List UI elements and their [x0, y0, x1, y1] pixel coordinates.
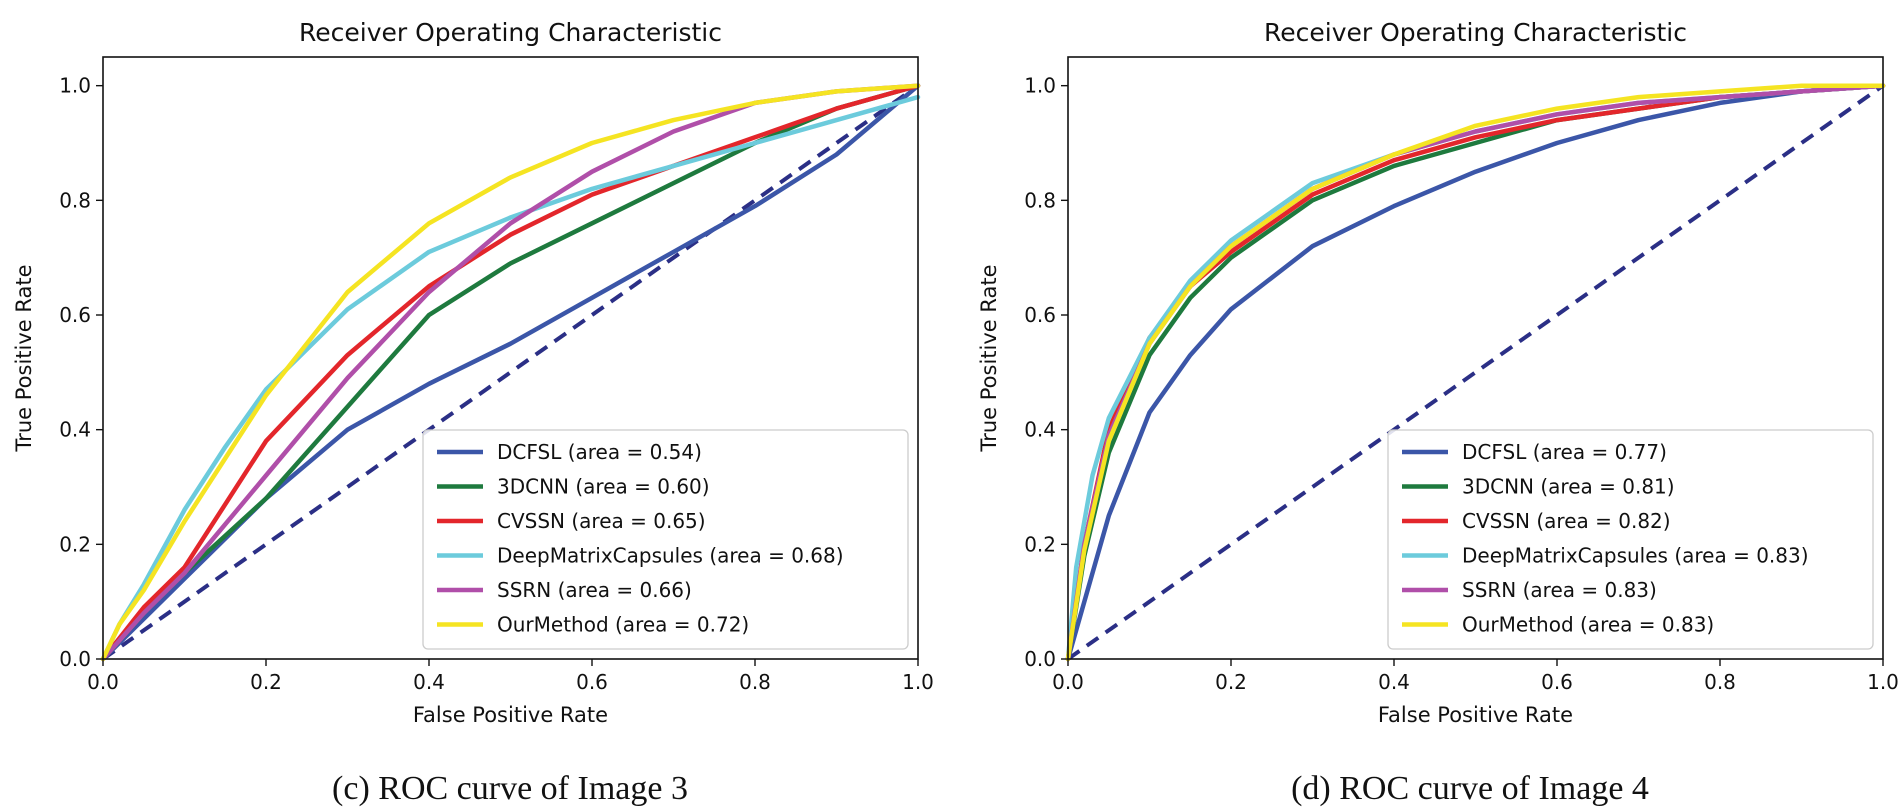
chart1-caption: (c) ROC curve of Image 3 — [332, 770, 688, 807]
chart1-legend: DCFSL (area = 0.54) 3DCNN (area = 0.60) CV… — [422, 429, 909, 650]
chart2-series-ourmethod — [1065, 83, 1886, 662]
chart2-ytick-label: 0.6 — [1024, 303, 1056, 327]
chart1-legend-label-3dcnn: 3DCNN (area = 0.60) — [497, 475, 710, 499]
chart1-ytick-label: 0.8 — [59, 188, 91, 212]
chart1-ytick-label: 0.2 — [59, 532, 91, 556]
chart2-ylabel: True Positive Rate — [977, 264, 1001, 452]
chart1-xtick-label: 0.4 — [413, 670, 445, 694]
chart2-xtick-label: 0.8 — [1704, 670, 1736, 694]
chart2-series-dcfsl — [1065, 83, 1886, 662]
chart1-xtick-label: 0.6 — [576, 670, 608, 694]
chart1-diagonal-line — [101, 84, 920, 661]
chart1-xtick-label: 0.0 — [87, 670, 119, 694]
chart2-ytick-label: 1.0 — [1024, 74, 1056, 98]
chart2-legend-label-ourmethod: OurMethod (area = 0.83) — [1462, 613, 1714, 637]
chart1-legend-label-deepmatrixcapsules: DeepMatrixCapsules (area = 0.68) — [497, 544, 844, 568]
chart1-ytick-label: 0.4 — [59, 418, 91, 442]
chart2-xtick-label: 0.6 — [1541, 670, 1573, 694]
chart2-caption: (d) ROC curve of Image 4 — [1291, 770, 1649, 807]
chart2: Receiver Operating Characteristic 0.0 0.2 0… — [977, 18, 1899, 807]
chart2-legend: DCFSL (area = 0.77) 3DCNN (area = 0.81) CV… — [1387, 429, 1874, 650]
chart1-legend-label-ourmethod: OurMethod (area = 0.72) — [497, 613, 749, 637]
chart2-legend-label-ssrn: SSRN (area = 0.83) — [1462, 578, 1657, 602]
chart2-diagonal-line — [1066, 84, 1885, 661]
chart1-legend-label-dcfsl: DCFSL (area = 0.54) — [497, 440, 702, 464]
chart2-legend-label-cvssn: CVSSN (area = 0.82) — [1462, 509, 1671, 533]
chart2-legend-label-dcfsl: DCFSL (area = 0.77) — [1462, 440, 1667, 464]
chart2-ytick-label: 0.0 — [1024, 647, 1056, 671]
chart2-ytick-label: 0.2 — [1024, 532, 1056, 556]
chart1-legend-box — [422, 429, 909, 650]
chart2-xtick-label: 0.2 — [1215, 670, 1247, 694]
chart1-ytick-label: 0.0 — [59, 647, 91, 671]
chart2-xtick-label: 0.4 — [1378, 670, 1410, 694]
chart1-xlabel: False Positive Rate — [413, 703, 608, 727]
chart2-ytick-label: 0.8 — [1024, 188, 1056, 212]
chart1-title: Receiver Operating Characteristic — [299, 18, 722, 47]
chart1-xtick-label: 0.8 — [739, 670, 771, 694]
chart2-legend-box — [1387, 429, 1874, 650]
chart1: Receiver Operating Characteristic 0.0 0.2 0… — [12, 18, 934, 807]
chart1-legend-label-cvssn: CVSSN (area = 0.65) — [497, 509, 706, 533]
chart1-xtick-label: 0.2 — [250, 670, 282, 694]
chart1-xtick-label: 1.0 — [902, 670, 934, 694]
chart1-ytick-label: 0.6 — [59, 303, 91, 327]
chart2-xlabel: False Positive Rate — [1378, 703, 1573, 727]
chart2-plot-frame — [1067, 56, 1884, 660]
chart1-series-ourmethod — [100, 83, 921, 662]
chart2-xtick-label: 0.0 — [1052, 670, 1084, 694]
chart2-xtick-label: 1.0 — [1867, 670, 1899, 694]
chart1-series-cvssn — [100, 83, 921, 662]
chart1-ytick-label: 1.0 — [59, 74, 91, 98]
chart2-title: Receiver Operating Characteristic — [1264, 18, 1687, 47]
chart1-series-deepmatrixcapsules — [100, 94, 921, 662]
chart1-legend-label-ssrn: SSRN (area = 0.66) — [497, 578, 692, 602]
chart1-plot-frame — [102, 56, 919, 660]
chart2-legend-label-3dcnn: 3DCNN (area = 0.81) — [1462, 475, 1675, 499]
chart2-legend-label-deepmatrixcapsules: DeepMatrixCapsules (area = 0.83) — [1462, 544, 1809, 568]
chart1-ylabel: True Positive Rate — [12, 264, 36, 452]
chart2-ytick-label: 0.4 — [1024, 418, 1056, 442]
